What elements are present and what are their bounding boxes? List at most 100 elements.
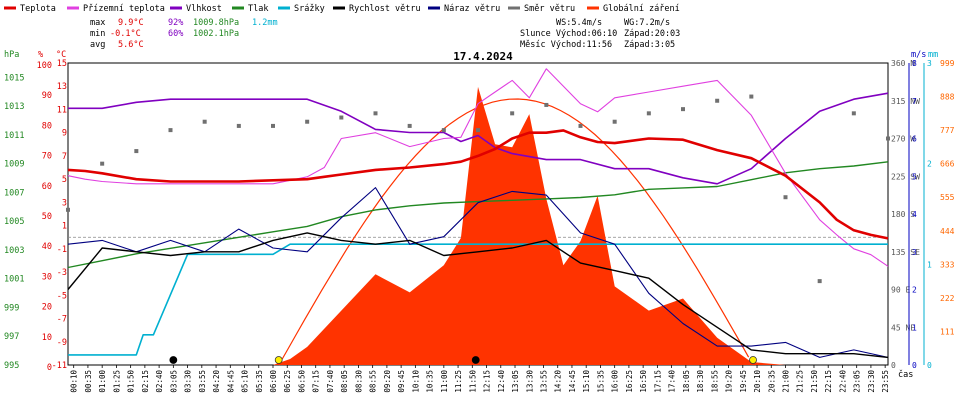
percent-tick-label: 20	[42, 303, 52, 313]
stat-avg-temp: 5.6°C	[118, 40, 144, 50]
axis-header-celsius: °C	[56, 50, 66, 60]
sunset-marker	[749, 356, 757, 364]
hpa-tick-label: 995	[4, 361, 19, 371]
x-tick-label: 08:05	[340, 370, 349, 393]
chart-axes: 9959979991001100310051007100910111013101…	[4, 59, 955, 393]
hpa-tick-label: 1013	[4, 102, 24, 112]
percent-tick-label: 80	[42, 121, 52, 131]
radiation-area	[68, 86, 888, 366]
wind-dir-point	[510, 111, 515, 116]
wm2-tick-label: 111	[940, 327, 955, 336]
stat-max-label: max	[90, 18, 105, 28]
chart-title: 17.4.2024	[453, 50, 513, 63]
pressure-line	[67, 161, 889, 269]
ms-tick-label: 8	[912, 59, 917, 68]
wind-dir-tick-label: 180 S	[891, 210, 915, 219]
x-tick-label: 11:50	[468, 370, 477, 393]
stat-max-press: 1009.8hPa	[193, 18, 239, 28]
x-tick-label: 04:45	[226, 370, 235, 393]
hpa-tick-label: 1009	[4, 160, 24, 170]
x-tick-label: 10:35	[426, 370, 435, 393]
wm2-tick-label: 999	[940, 59, 955, 68]
axis-header-ms: m/s	[911, 50, 926, 60]
x-tick-label: 03:55	[198, 370, 207, 393]
temperature-line	[67, 129, 889, 240]
legend-label-rain: Srážky	[294, 4, 325, 14]
legend-label-radiation: Globální záření	[603, 4, 680, 14]
x-tick-label: 01:50	[127, 370, 136, 393]
percent-tick-label: 0	[47, 363, 52, 373]
wind-dir-point	[578, 123, 583, 128]
x-tick-label: 03:05	[169, 370, 178, 393]
celsius-tick-label: -3	[57, 268, 67, 278]
wm2-tick-label: 666	[940, 160, 955, 169]
celsius-tick-label: -1	[57, 245, 67, 255]
radiation-theoretical-line	[278, 98, 750, 366]
x-tick-label: 02:15	[141, 370, 150, 393]
mm-tick-label: 2	[927, 160, 932, 169]
wind-dir-point	[886, 136, 890, 141]
stat-rain-total: 1.2mm	[252, 18, 278, 28]
x-tick-label: 20:10	[753, 370, 762, 393]
celsius-tick-label: 1	[62, 222, 67, 232]
celsius-tick-label: 3	[62, 198, 67, 208]
legend-label-wind_gust: Náraz větru	[444, 4, 500, 14]
x-tick-label: 12:15	[483, 370, 492, 393]
stat-max-temp: 9.9°C	[118, 18, 144, 28]
percent-tick-label: 50	[42, 212, 52, 222]
wind-dir-point	[612, 119, 617, 124]
wind-dir-point	[168, 128, 173, 133]
percent-tick-label: 100	[37, 61, 52, 71]
x-tick-label: 08:55	[369, 370, 378, 393]
wind-speed-line	[67, 232, 889, 359]
ms-tick-label: 1	[912, 323, 917, 332]
wind-dir-point	[783, 195, 788, 200]
x-tick-label: 03:30	[184, 370, 193, 393]
celsius-tick-label: 9	[62, 129, 67, 139]
stat-min-temp: -0.1°C	[110, 29, 141, 39]
wind-dir-point	[305, 119, 310, 124]
wm2-tick-label: 444	[940, 227, 955, 236]
x-tick-label: 19:45	[739, 370, 748, 393]
x-tick-label: 15:35	[596, 370, 605, 393]
wind-dir-tick-label: 0	[891, 361, 896, 370]
ms-tick-label: 3	[912, 248, 917, 257]
x-tick-label: 08:30	[354, 370, 363, 393]
hpa-tick-label: 1007	[4, 188, 24, 198]
x-tick-label: 02:40	[155, 370, 164, 393]
x-tick-label: 18:55	[710, 370, 719, 393]
axis-header-mm: mm	[928, 50, 938, 60]
x-tick-label: 01:25	[112, 370, 121, 393]
wind-dir-tick-label: 270 W	[891, 135, 915, 144]
x-tick-label: 11:00	[440, 370, 449, 393]
wind-dir-point	[271, 123, 275, 128]
x-tick-label: 23:55	[881, 370, 890, 393]
x-tick-label: 16:00	[611, 370, 620, 393]
wind-dir-point	[715, 98, 720, 103]
x-tick-label: 17:40	[668, 370, 677, 393]
x-tick-label: 09:45	[397, 370, 406, 393]
wm2-tick-label: 222	[940, 294, 955, 303]
legend-label-wind_dir: Směr větru	[524, 4, 575, 14]
wind-speed-summary: WS:5.4m/s	[556, 18, 602, 28]
celsius-tick-label: 13	[57, 82, 67, 92]
x-tick-label: 05:10	[241, 370, 250, 393]
sunrise-text: Slunce Východ:06:10	[520, 29, 617, 39]
x-tick-label: 07:15	[312, 370, 321, 393]
x-tick-label: 21:50	[810, 370, 819, 393]
x-tick-label: 05:35	[255, 370, 264, 393]
x-tick-label: 21:00	[782, 370, 791, 393]
stat-min-label: min	[90, 29, 105, 39]
celsius-tick-label: -7	[57, 315, 67, 325]
rain-line	[68, 243, 888, 356]
ms-tick-label: 0	[912, 361, 917, 370]
axis-headers: hPa % °C m/s mm čas	[4, 50, 938, 380]
hpa-tick-label: 1011	[4, 131, 24, 141]
ms-tick-label: 2	[912, 286, 917, 295]
wm2-tick-label: 777	[940, 126, 955, 135]
celsius-tick-label: -11	[52, 361, 67, 371]
x-tick-label: 13:05	[511, 370, 520, 393]
x-tick-label: 13:30	[525, 370, 534, 393]
wm2-tick-label: 888	[940, 93, 955, 102]
